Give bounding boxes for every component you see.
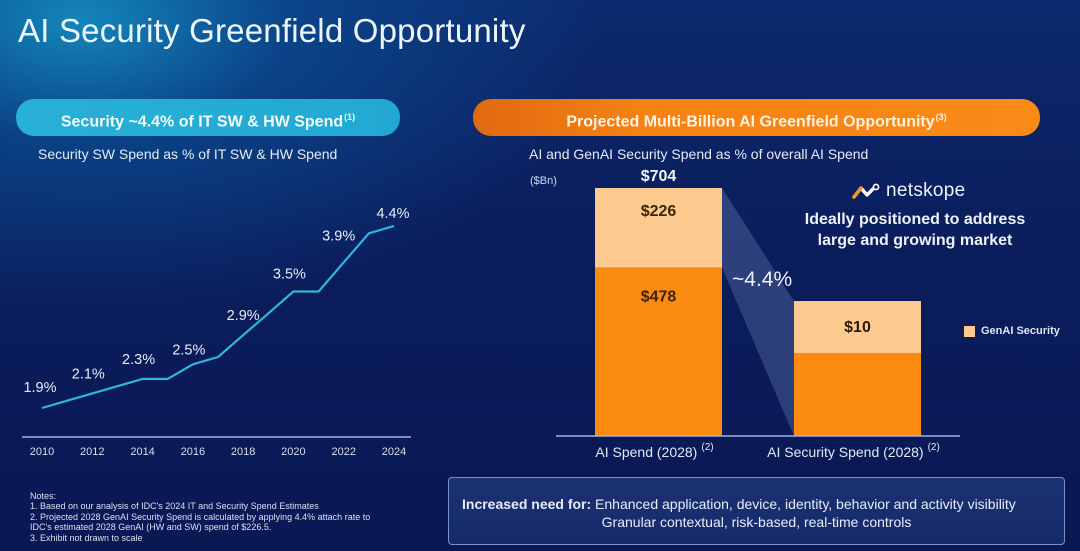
x-tick-label: 2010 xyxy=(30,446,54,458)
legend-swatch-genai-security xyxy=(964,325,975,337)
footnote-marker: (2) xyxy=(928,442,940,453)
line-chart-subtitle: Security SW Spend as % of IT SW & HW Spe… xyxy=(38,146,338,162)
bar-total-label: $704 xyxy=(641,168,677,185)
attach-rate-annotation: ~4.4% xyxy=(732,268,793,291)
connector-wedge xyxy=(722,188,794,436)
data-label: 3.9% xyxy=(322,228,355,244)
left-section-header-label: Security ~4.4% of IT SW & HW Spend xyxy=(60,113,344,131)
data-label: 1.9% xyxy=(23,380,56,396)
bar-ai-spend-genai xyxy=(595,188,722,268)
right-section-header: Projected Multi-Billion AI Greenfield Op… xyxy=(473,99,1040,136)
right-section-header-label: Projected Multi-Billion AI Greenfield Op… xyxy=(566,113,935,131)
data-label: 4.4% xyxy=(376,206,409,222)
notes: Notes: 1. Based on our analysis of IDC's… xyxy=(30,491,370,543)
bar-segment-label: $478 xyxy=(641,289,677,306)
unit-label: ($Bn) xyxy=(530,175,557,187)
need-line-1: Enhanced application, device, identity, … xyxy=(595,496,1016,512)
brand-name: netskope xyxy=(886,180,966,201)
chart-legend: GenAI Security xyxy=(964,325,1060,337)
security-spend-line xyxy=(41,224,395,410)
need-label: Increased need for: xyxy=(462,496,592,512)
x-tick-label: 2022 xyxy=(331,446,355,458)
increased-need-callout: Increased need for: Enhanced application… xyxy=(448,477,1065,545)
footnote-marker: (2) xyxy=(701,442,713,453)
legend-label: GenAI Security xyxy=(981,325,1060,337)
data-label: 2.3% xyxy=(122,352,155,368)
footnote-marker: (1) xyxy=(344,112,356,122)
note-item: IDC's estimated 2028 GenAI (HW and SW) s… xyxy=(30,522,272,533)
bar-chart-subtitle: AI and GenAI Security Spend as % of over… xyxy=(529,146,869,162)
tagline: Ideally positioned to address large and … xyxy=(770,209,1060,251)
data-label: 3.5% xyxy=(273,267,306,283)
tagline-line-2: large and growing market xyxy=(817,232,1013,249)
left-section-header: Security ~4.4% of IT SW & HW Spend(1) xyxy=(16,99,400,136)
bar-ai-security-base xyxy=(794,353,921,436)
note-item: 1. Based on our analysis of IDC's 2024 I… xyxy=(30,501,319,512)
x-tick-label: 2012 xyxy=(80,446,104,458)
x-category-label: AI Security Spend (2028) (2) xyxy=(767,442,940,460)
need-line-2: Granular contextual, risk-based, real-ti… xyxy=(601,514,912,530)
data-label: 2.1% xyxy=(72,366,105,382)
x-category-label: AI Spend (2028) (2) xyxy=(595,442,713,460)
bar-ai-spend-base xyxy=(595,267,722,436)
tagline-line-1: Ideally positioned to address xyxy=(804,211,1026,228)
note-item: 3. Exhibit not drawn to scale xyxy=(30,532,143,543)
netskope-logo-icon xyxy=(852,183,880,199)
x-tick-label: 2018 xyxy=(231,446,255,458)
x-tick-label: 2014 xyxy=(130,446,154,458)
page-title: AI Security Greenfield Opportunity xyxy=(18,12,526,49)
note-item: 2. Projected 2028 GenAI Security Spend i… xyxy=(30,511,371,522)
x-tick-label: 2024 xyxy=(382,446,406,458)
x-tick-label: 2016 xyxy=(181,446,205,458)
footnote-marker: (3) xyxy=(935,112,947,122)
bar-segment-label: $10 xyxy=(844,319,871,336)
notes-heading: Notes: xyxy=(30,491,57,501)
bar-ai-security-genai xyxy=(794,301,921,353)
bar-segment-label: $226 xyxy=(641,203,677,220)
data-label: 2.5% xyxy=(172,342,205,358)
x-tick-label: 2020 xyxy=(281,446,305,458)
data-label: 2.9% xyxy=(227,308,260,324)
netskope-brand: netskope xyxy=(852,180,966,202)
